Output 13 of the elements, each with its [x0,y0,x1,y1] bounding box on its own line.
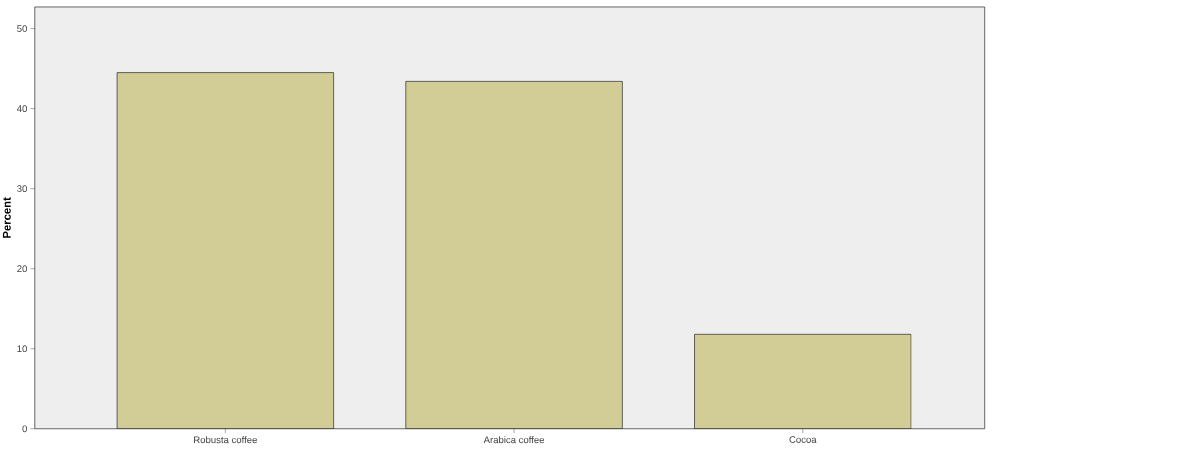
y-tick-label: 10 [17,345,27,353]
y-tick-label: 40 [16,105,27,113]
y-tick-label: 0 [22,425,27,433]
x-tick-label: Robusta coffee [194,436,257,444]
bar [116,72,334,429]
x-tick-label: Arabica coffee [483,436,545,444]
bar [405,81,623,429]
y-axis-title: Percent [2,197,11,239]
y-tick-label: 30 [17,185,27,193]
x-tick-label: Cocoa [789,436,817,444]
bar [694,334,912,429]
y-tick-label: 20 [17,265,27,273]
y-tick-label: 50 [17,25,27,33]
